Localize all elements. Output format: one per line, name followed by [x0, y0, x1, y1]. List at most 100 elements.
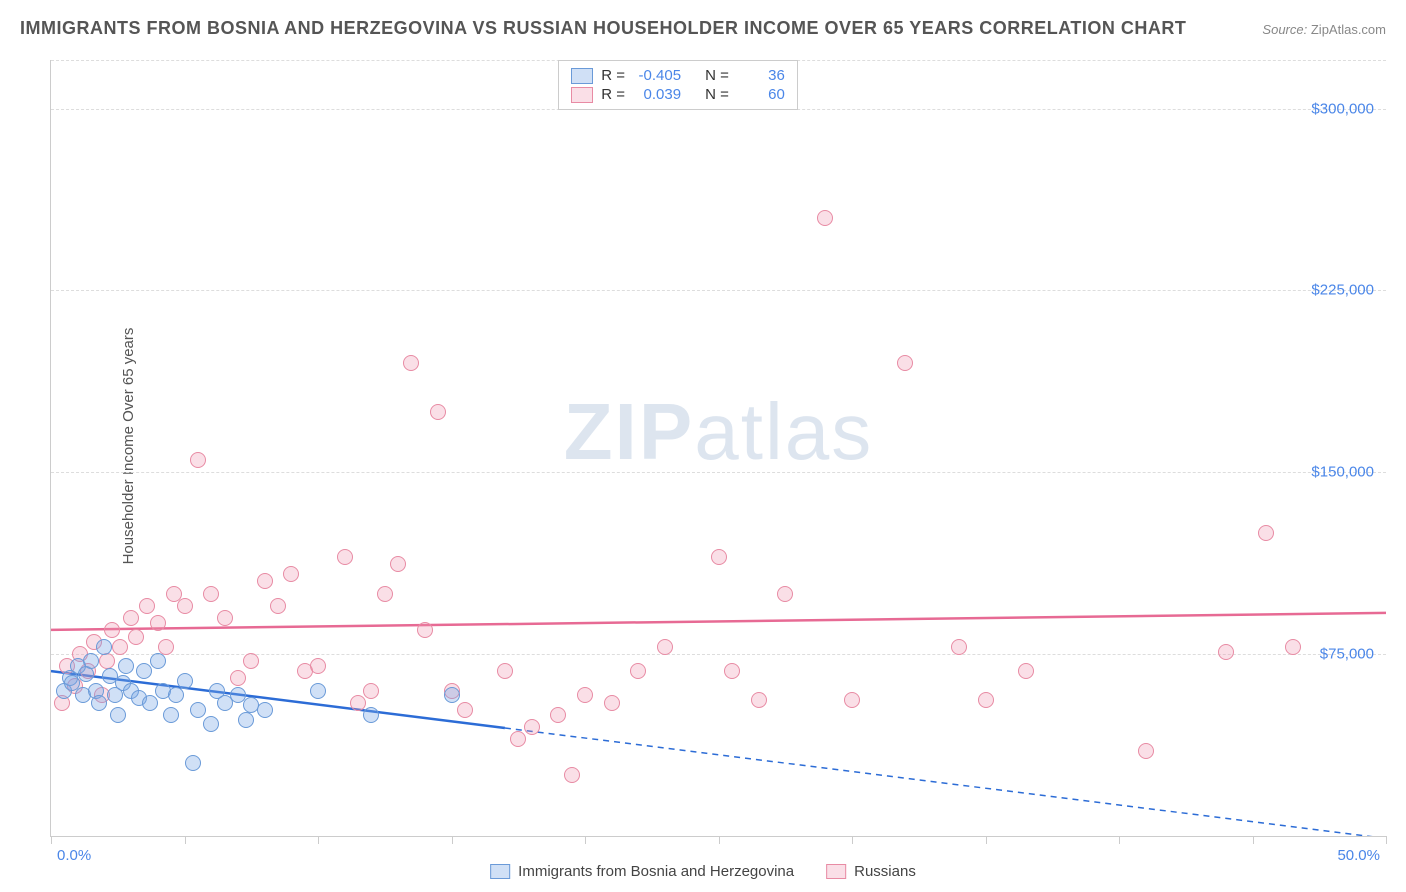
- scatter-point-russians: [630, 663, 646, 679]
- scatter-point-russians: [577, 687, 593, 703]
- scatter-point-russians: [217, 610, 233, 626]
- source-value: ZipAtlas.com: [1311, 22, 1386, 37]
- x-tick: [986, 836, 987, 844]
- scatter-point-russians: [951, 639, 967, 655]
- scatter-point-russians: [177, 598, 193, 614]
- scatter-point-russians: [564, 767, 580, 783]
- scatter-point-russians: [604, 695, 620, 711]
- scatter-point-russians: [817, 210, 833, 226]
- watermark-zip: ZIP: [564, 387, 694, 476]
- scatter-point-russians: [403, 355, 419, 371]
- scatter-point-russians: [377, 586, 393, 602]
- scatter-point-russians: [777, 586, 793, 602]
- scatter-point-russians: [711, 549, 727, 565]
- scatter-point-bosnia: [203, 716, 219, 732]
- series-legend-bosnia: Immigrants from Bosnia and Herzegovina: [490, 863, 794, 880]
- y-gridline: [51, 290, 1386, 291]
- x-tick: [719, 836, 720, 844]
- correlation-legend: R = -0.405 N = 36 R = 0.039 N = 60: [558, 60, 798, 110]
- scatter-point-russians: [139, 598, 155, 614]
- y-tick-label: $75,000: [1320, 646, 1374, 663]
- scatter-point-russians: [1218, 644, 1234, 660]
- x-tick: [852, 836, 853, 844]
- series-legend-russians: Russians: [826, 863, 916, 880]
- scatter-point-russians: [510, 731, 526, 747]
- scatter-point-russians: [724, 663, 740, 679]
- legend-row-russians: R = 0.039 N = 60: [571, 86, 785, 103]
- scatter-point-russians: [417, 622, 433, 638]
- scatter-point-russians: [363, 683, 379, 699]
- scatter-point-russians: [657, 639, 673, 655]
- scatter-point-russians: [243, 653, 259, 669]
- scatter-point-bosnia: [444, 687, 460, 703]
- scatter-point-russians: [112, 639, 128, 655]
- legend-r-bosnia: -0.405: [633, 67, 681, 84]
- scatter-point-bosnia: [96, 639, 112, 655]
- scatter-point-russians: [158, 639, 174, 655]
- scatter-point-russians: [283, 566, 299, 582]
- legend-r-russians: 0.039: [633, 86, 681, 103]
- source-attribution: Source: ZipAtlas.com: [1262, 22, 1386, 37]
- y-tick-label: $300,000: [1311, 100, 1374, 117]
- legend-swatch-russians: [571, 87, 593, 103]
- scatter-point-russians: [350, 695, 366, 711]
- scatter-point-bosnia: [110, 707, 126, 723]
- scatter-point-bosnia: [190, 702, 206, 718]
- x-tick: [1386, 836, 1387, 844]
- scatter-point-russians: [190, 452, 206, 468]
- scatter-point-bosnia: [142, 695, 158, 711]
- scatter-point-russians: [844, 692, 860, 708]
- scatter-point-bosnia: [118, 658, 134, 674]
- series-name-bosnia: Immigrants from Bosnia and Herzegovina: [518, 863, 794, 880]
- scatter-point-russians: [497, 663, 513, 679]
- x-tick: [452, 836, 453, 844]
- legend-n-bosnia: 36: [737, 67, 785, 84]
- series-name-russians: Russians: [854, 863, 916, 880]
- scatter-point-russians: [430, 404, 446, 420]
- scatter-point-russians: [390, 556, 406, 572]
- watermark-atlas: atlas: [694, 387, 873, 476]
- chart-title: IMMIGRANTS FROM BOSNIA AND HERZEGOVINA V…: [20, 18, 1186, 39]
- x-tick: [318, 836, 319, 844]
- scatter-point-bosnia: [238, 712, 254, 728]
- scatter-point-bosnia: [257, 702, 273, 718]
- scatter-point-bosnia: [168, 687, 184, 703]
- scatter-point-russians: [1138, 743, 1154, 759]
- x-tick: [185, 836, 186, 844]
- scatter-point-russians: [99, 653, 115, 669]
- scatter-point-russians: [128, 629, 144, 645]
- scatter-point-russians: [1285, 639, 1301, 655]
- x-tick: [1253, 836, 1254, 844]
- scatter-point-russians: [257, 573, 273, 589]
- y-tick-label: $150,000: [1311, 464, 1374, 481]
- scatter-point-russians: [203, 586, 219, 602]
- scatter-point-bosnia: [91, 695, 107, 711]
- scatter-point-bosnia: [83, 653, 99, 669]
- y-gridline: [51, 472, 1386, 473]
- scatter-point-russians: [1018, 663, 1034, 679]
- x-tick: [51, 836, 52, 844]
- legend-n-label: N =: [705, 86, 729, 103]
- scatter-point-russians: [978, 692, 994, 708]
- scatter-point-russians: [1258, 525, 1274, 541]
- scatter-point-russians: [751, 692, 767, 708]
- scatter-point-russians: [897, 355, 913, 371]
- x-axis-min-label: 0.0%: [57, 847, 91, 864]
- scatter-point-bosnia: [163, 707, 179, 723]
- scatter-point-russians: [337, 549, 353, 565]
- legend-n-label: N =: [705, 67, 729, 84]
- series-legend: Immigrants from Bosnia and Herzegovina R…: [490, 863, 916, 880]
- scatter-point-bosnia: [310, 683, 326, 699]
- scatter-point-russians: [123, 610, 139, 626]
- x-tick: [1119, 836, 1120, 844]
- series-swatch-russians: [826, 864, 846, 879]
- chart-plot-area: ZIPatlas R = -0.405 N = 36 R = 0.039 N =…: [50, 60, 1386, 837]
- scatter-point-russians: [550, 707, 566, 723]
- scatter-point-russians: [457, 702, 473, 718]
- source-label: Source:: [1262, 22, 1307, 37]
- scatter-point-russians: [524, 719, 540, 735]
- legend-n-russians: 60: [737, 86, 785, 103]
- watermark: ZIPatlas: [564, 386, 873, 478]
- x-axis-max-label: 50.0%: [1337, 847, 1380, 864]
- scatter-point-bosnia: [185, 755, 201, 771]
